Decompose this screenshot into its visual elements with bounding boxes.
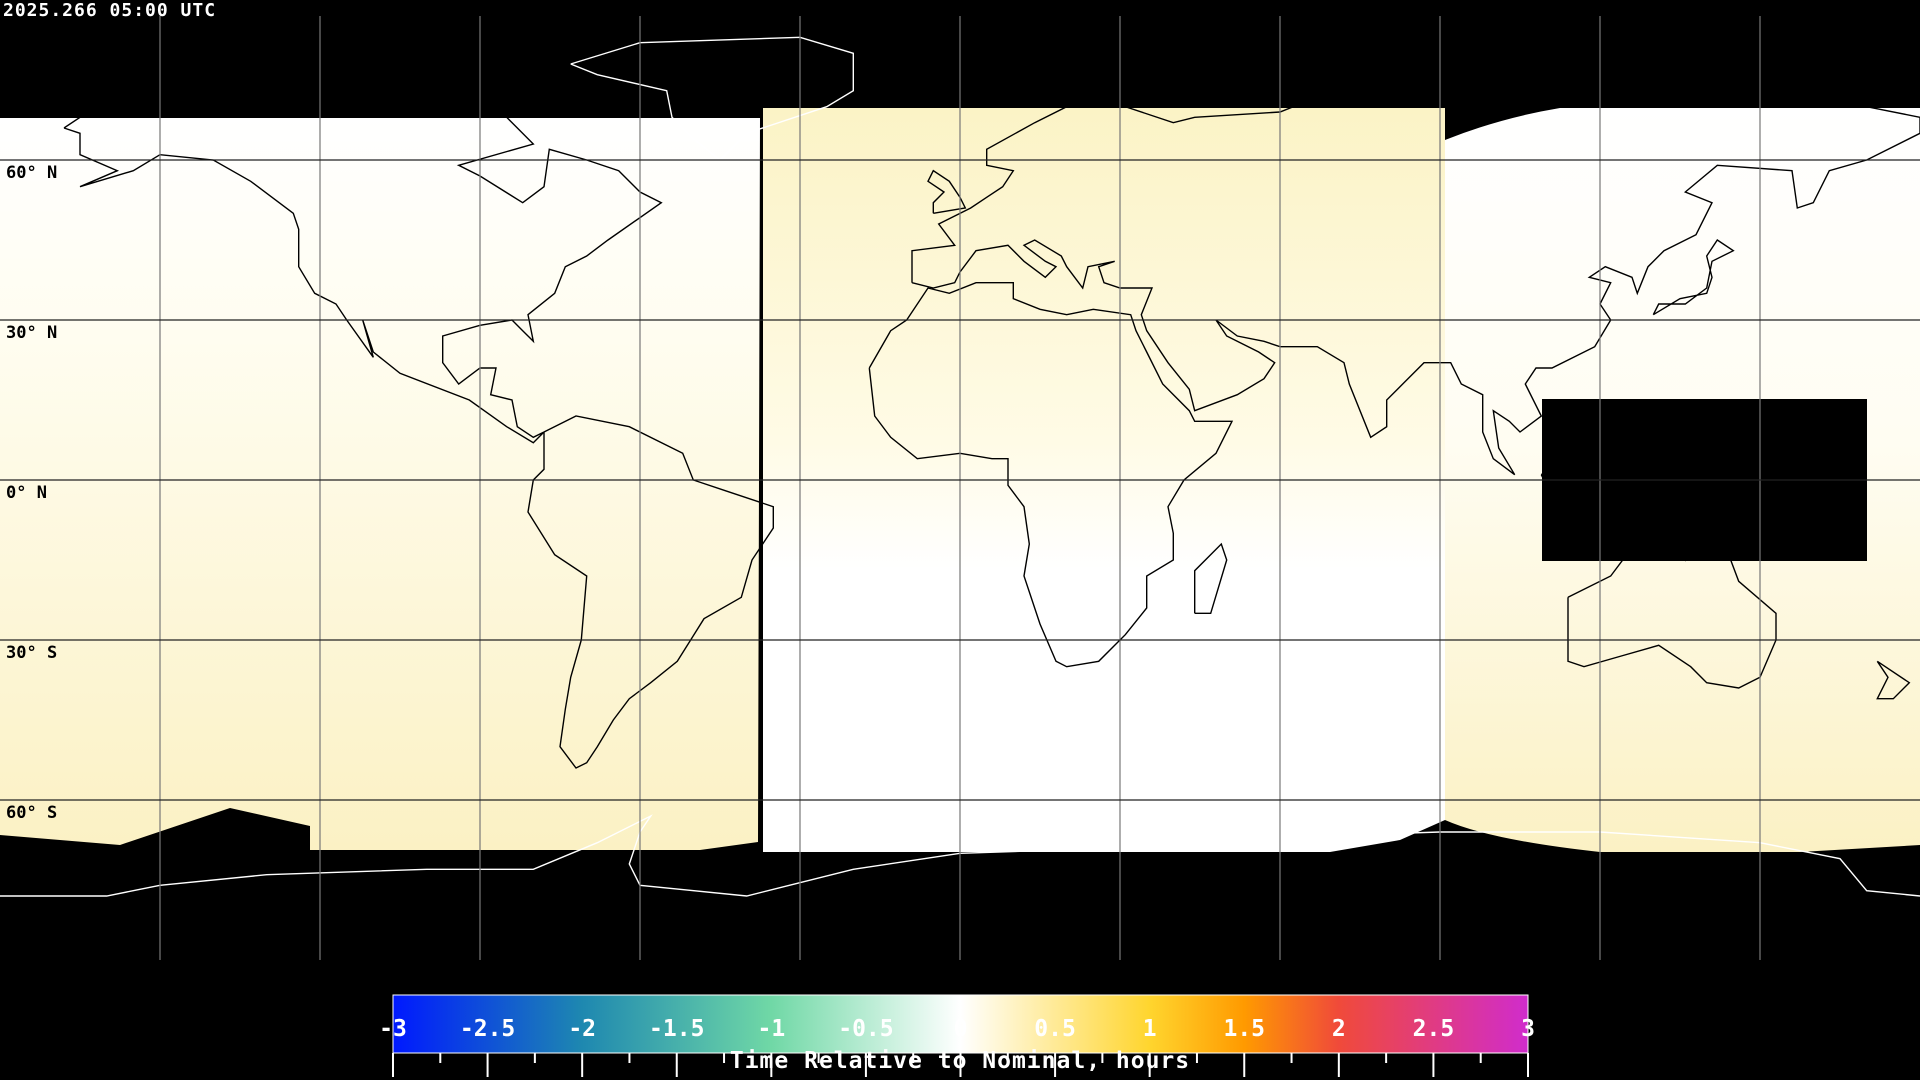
lat-label-60s: 60° S — [6, 803, 58, 823]
coastline-eurasia — [911, 68, 1920, 476]
colorbar-tick-label: -1 — [757, 1016, 785, 1042]
world-map — [0, 16, 1920, 960]
colorbar: -3 -2.5 -2 -1.5 -1 -0.5 0 0.5 1 1.5 2 2.5 3 — [379, 994, 1535, 1077]
colorbar-tick-label: 0.5 — [1034, 1016, 1076, 1042]
timestamp: 2025.266 05:00 UTC — [3, 0, 217, 21]
coastline-antarctica — [0, 814, 1920, 897]
coastline-north-america — [63, 95, 663, 444]
colorbar-tick-label: -3 — [379, 1016, 407, 1042]
colorbar-tick-label: 2.5 — [1413, 1016, 1455, 1042]
lat-label-60n: 60° N — [6, 163, 58, 183]
colorbar-gradient — [392, 994, 1529, 1054]
coverage-region-west — [0, 118, 760, 850]
colorbar-tick-label: 3 — [1521, 1016, 1535, 1042]
colorbar-tick-label: -0.5 — [838, 1016, 893, 1042]
coastline-south-america — [527, 415, 774, 769]
colorbar-tick-label: 1 — [1143, 1016, 1157, 1042]
colorbar-tick-label: 0 — [954, 1016, 968, 1042]
coastlines — [0, 36, 1920, 897]
lat-label-30n: 30° N — [6, 323, 58, 343]
coastline-madagascar — [1193, 542, 1228, 614]
lat-label-0n: 0° N — [6, 483, 47, 503]
coastline-borneo — [1540, 441, 1596, 503]
coastline-new-zealand — [1876, 660, 1911, 700]
colorbar-tick-label: -2 — [568, 1016, 596, 1042]
lat-label-30s: 30° S — [6, 643, 58, 663]
graticule — [0, 16, 1920, 960]
colorbar-tick-label: -2.5 — [460, 1016, 515, 1042]
colorbar-tick-label: 2 — [1332, 1016, 1346, 1042]
coastline-britain — [927, 169, 967, 214]
colorbar-tick-label: -1.5 — [649, 1016, 704, 1042]
coastline-africa — [868, 282, 1234, 668]
colorbar-tick-label: 1.5 — [1223, 1016, 1265, 1042]
colorbar-title: Time Relative to Nominal, hours — [729, 1048, 1191, 1074]
coastline-australia — [1567, 537, 1777, 689]
coastline-japan — [1652, 239, 1735, 316]
